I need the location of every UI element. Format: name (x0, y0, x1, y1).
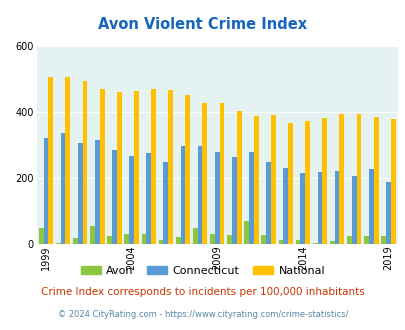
Bar (175, 237, 180, 244)
Bar (329, 241, 334, 244)
Bar (48, 77, 53, 244)
Bar (185, 95, 190, 244)
Bar (385, 182, 390, 244)
Bar (141, 234, 146, 244)
Bar (168, 90, 173, 244)
Bar (124, 234, 129, 244)
Bar (90, 226, 95, 244)
Bar (197, 146, 202, 244)
Bar (134, 91, 139, 244)
Bar (112, 150, 117, 244)
Bar (283, 168, 288, 244)
Bar (38, 228, 43, 244)
Bar (236, 111, 241, 244)
Bar (334, 171, 339, 244)
Bar (158, 240, 163, 244)
Text: © 2024 CityRating.com - https://www.cityrating.com/crime-statistics/: © 2024 CityRating.com - https://www.city… (58, 310, 347, 319)
Text: Crime Index corresponds to incidents per 100,000 inhabitants: Crime Index corresponds to incidents per… (41, 287, 364, 297)
Bar (270, 115, 275, 244)
Bar (248, 152, 253, 244)
Bar (214, 152, 219, 244)
Bar (43, 138, 48, 244)
Bar (117, 92, 121, 244)
Bar (322, 118, 326, 244)
Bar (390, 119, 395, 244)
Bar (244, 221, 248, 244)
Bar (368, 169, 373, 244)
Bar (95, 140, 100, 244)
Bar (73, 238, 78, 244)
Bar (226, 235, 231, 244)
Bar (346, 236, 351, 244)
Bar (253, 116, 258, 244)
Bar (231, 157, 236, 244)
Bar (300, 173, 305, 244)
Bar (151, 89, 156, 244)
Bar (192, 228, 197, 244)
Bar (180, 146, 185, 244)
Bar (78, 143, 82, 244)
Bar (317, 172, 322, 244)
Legend: Avon, Connecticut, National: Avon, Connecticut, National (76, 261, 329, 280)
Bar (146, 153, 151, 244)
Bar (209, 234, 214, 244)
Bar (351, 176, 356, 244)
Bar (363, 236, 368, 244)
Bar (288, 123, 292, 244)
Bar (312, 243, 317, 244)
Bar (56, 243, 60, 244)
Bar (107, 236, 112, 244)
Bar (163, 162, 168, 244)
Bar (305, 121, 309, 244)
Bar (219, 103, 224, 244)
Text: Avon Violent Crime Index: Avon Violent Crime Index (98, 17, 307, 32)
Bar (339, 114, 343, 244)
Bar (278, 240, 283, 244)
Bar (129, 156, 134, 244)
Bar (356, 114, 360, 244)
Bar (266, 162, 270, 244)
Bar (295, 240, 300, 244)
Bar (65, 77, 70, 244)
Bar (373, 117, 377, 244)
Bar (202, 103, 207, 244)
Bar (82, 81, 87, 244)
Bar (60, 133, 65, 244)
Bar (261, 235, 266, 244)
Bar (380, 236, 385, 244)
Bar (100, 89, 104, 244)
